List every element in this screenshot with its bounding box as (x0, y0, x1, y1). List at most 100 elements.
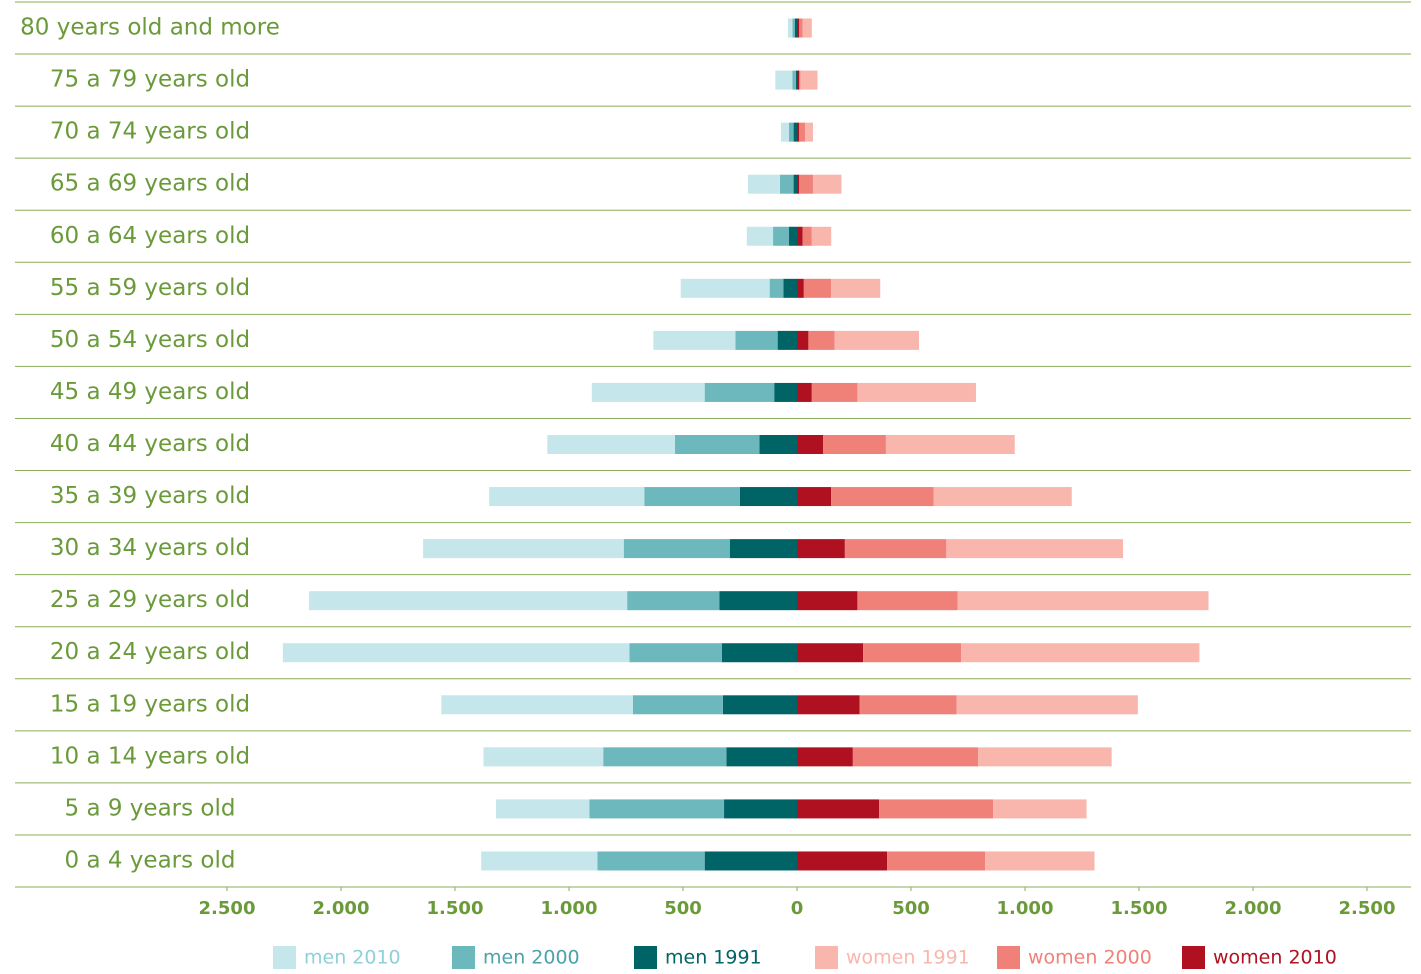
bar-segment (441, 695, 633, 715)
bar-segment (812, 174, 842, 194)
bar-segment (797, 278, 804, 298)
bar-segment (722, 695, 797, 715)
bar-segment (740, 487, 797, 507)
bar-segment (777, 330, 797, 350)
bar-segment (799, 122, 805, 142)
bar-segment (719, 591, 797, 611)
category-label: 45 a 49 years old (50, 379, 250, 405)
x-tick-label: 2.000 (313, 898, 370, 919)
category-label: 70 a 74 years old (50, 119, 250, 145)
bar-segment (863, 643, 962, 663)
bar-segment (632, 695, 723, 715)
bar-segment (797, 174, 800, 194)
bar-segment (797, 591, 858, 611)
bar-segment (735, 330, 778, 350)
bar-segment (597, 851, 705, 871)
category-label: 0 a 4 years old (65, 847, 236, 873)
bar-segment (793, 174, 797, 194)
bar-segment (704, 851, 797, 871)
bar-segment (797, 747, 853, 767)
bar-segment (802, 18, 812, 38)
bar-segment (781, 122, 790, 142)
bar-segment (627, 591, 720, 611)
x-tick-label: 1.000 (541, 898, 598, 919)
bar-segment (589, 799, 725, 819)
category-label: 35 a 39 years old (50, 483, 250, 509)
bar-segment (793, 122, 797, 142)
bar-segment (747, 174, 780, 194)
bar-segment (879, 799, 994, 819)
category-label: 10 a 14 years old (50, 743, 250, 769)
bar-segment (789, 226, 797, 246)
bar-segment (985, 851, 1095, 871)
bar-segment (799, 70, 801, 90)
legend-label: men 1991 (665, 947, 762, 969)
bar-segment (481, 851, 598, 871)
bar-segment (797, 122, 800, 142)
category-label: 60 a 64 years old (50, 223, 250, 249)
category-label: 80 years old and more (20, 15, 280, 41)
bar-segment (779, 174, 794, 194)
category-label: 30 a 34 years old (50, 535, 250, 561)
legend-label: women 2000 (1028, 947, 1152, 969)
bar-segment (797, 487, 832, 507)
bar-segment (483, 747, 604, 767)
bar-segment (808, 330, 835, 350)
bar-segment (797, 226, 803, 246)
bar-segment (591, 382, 705, 402)
legend-label: men 2010 (304, 947, 401, 969)
bar-segment (831, 487, 934, 507)
bar-segment (857, 591, 958, 611)
bar-segment (759, 435, 797, 454)
bar-segment (603, 747, 727, 767)
bar-segment (774, 382, 797, 402)
legend-swatch (452, 946, 475, 969)
bar-segment (797, 18, 800, 38)
bar-segment (797, 851, 888, 871)
bar-segment (797, 382, 812, 402)
bar-segment (787, 18, 793, 38)
x-tick-label: 500 (892, 898, 930, 919)
bar-segment (797, 539, 845, 559)
x-tick-label: 0 (791, 898, 804, 919)
bar-segment (802, 226, 812, 246)
legend-swatch (634, 946, 657, 969)
bar-segment (792, 18, 795, 38)
bar-segment (704, 382, 775, 402)
legend-label: women 2010 (1213, 947, 1337, 969)
bar-segment (993, 799, 1087, 819)
bar-segment (946, 539, 1124, 559)
bar-segment (795, 70, 797, 90)
bar-segment (769, 278, 784, 298)
bar-segment (775, 70, 793, 90)
bar-segment (489, 487, 645, 507)
x-tick-label: 1.000 (997, 898, 1054, 919)
bar-segment (797, 695, 860, 715)
bar-segment (799, 174, 813, 194)
bar-segment (804, 122, 813, 142)
bar-segment (800, 70, 818, 90)
bar-segment (675, 435, 760, 454)
bar-segment (852, 747, 979, 767)
x-tick-label: 1.500 (1111, 898, 1168, 919)
bar-segment (773, 226, 790, 246)
bar-segment (653, 330, 736, 350)
legend-label: women 1991 (846, 947, 970, 969)
bar-segment (834, 330, 919, 350)
x-tick-label: 1.500 (427, 898, 484, 919)
bar-segment (721, 643, 797, 663)
category-label: 75 a 79 years old (50, 67, 250, 93)
bar-segment (794, 18, 797, 38)
bar-segment (797, 435, 824, 454)
bar-segment (811, 382, 858, 402)
bar-segment (933, 487, 1072, 507)
category-label: 15 a 19 years old (50, 691, 250, 717)
bar-segment (783, 278, 797, 298)
bar-segment (885, 435, 1015, 454)
bar-segment (978, 747, 1112, 767)
legend-swatch (997, 946, 1020, 969)
bar-segment (644, 487, 740, 507)
bar-segment (797, 70, 800, 90)
bar-segment (887, 851, 986, 871)
